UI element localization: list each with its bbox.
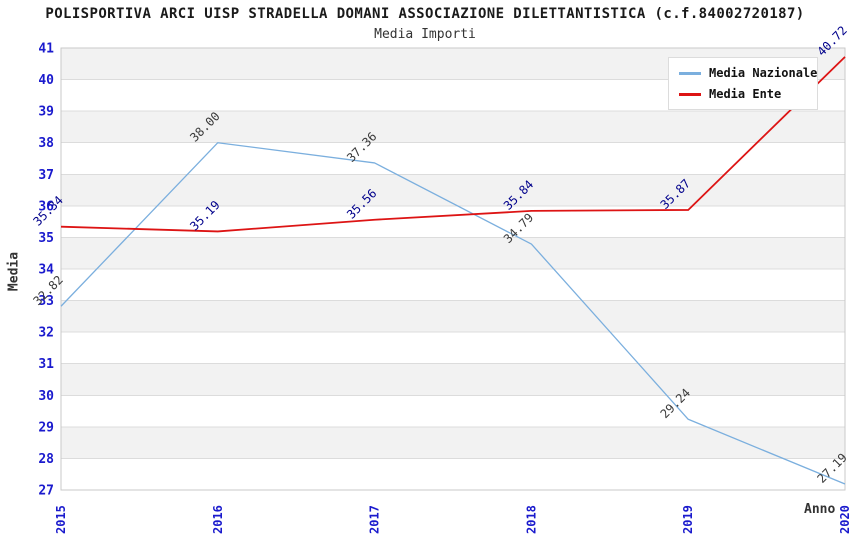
y-tick-label: 39 <box>38 105 54 120</box>
y-tick-label: 31 <box>38 357 54 372</box>
line-swatch-icon <box>679 71 701 75</box>
y-axis-title: Media <box>6 251 22 292</box>
x-axis-title: Anno <box>804 502 836 517</box>
chart-subtitle: Media Importi <box>374 27 476 42</box>
series-line <box>60 56 846 233</box>
y-tick-label: 32 <box>38 326 54 341</box>
x-tick-label: 2018 <box>524 505 538 534</box>
legend-label: Media Nazionale <box>709 66 818 80</box>
plot-border <box>60 47 846 491</box>
legend-label: Media Ente <box>709 87 782 101</box>
y-tick-label: 38 <box>38 136 54 151</box>
y-tick-label: 40 <box>38 73 54 88</box>
grid-band <box>61 111 845 143</box>
grid-band <box>61 237 845 269</box>
x-tick-label: 2017 <box>368 505 382 534</box>
y-tick-label: 30 <box>38 389 54 404</box>
y-tick-label: 37 <box>38 168 54 183</box>
chart-title: POLISPORTIVA ARCI UISP STRADELLA DOMANI … <box>45 6 805 22</box>
x-tick-label: 2015 <box>54 505 68 534</box>
y-tick-label: 28 <box>38 452 54 467</box>
y-tick-label: 34 <box>38 263 54 278</box>
y-tick-label: 29 <box>38 420 54 435</box>
grid-band <box>61 426 845 459</box>
line-swatch-icon <box>679 92 701 96</box>
grid-band <box>61 363 845 396</box>
x-tick-label: 2016 <box>211 505 225 534</box>
y-tick-label: 27 <box>38 484 54 499</box>
legend-item-media-ente: Media Ente <box>679 87 811 101</box>
legend: Media Nazionale Media Ente <box>668 57 818 110</box>
legend-item-media-nazionale: Media Nazionale <box>679 66 817 80</box>
series-line <box>60 142 846 485</box>
y-tick-label: 35 <box>38 231 54 246</box>
x-tick-label: 2020 <box>838 505 850 534</box>
grid-band <box>61 174 845 206</box>
grid-band <box>61 300 845 333</box>
x-tick-label: 2019 <box>681 505 695 534</box>
y-tick-label: 33 <box>38 294 54 309</box>
y-tick-label: 41 <box>38 42 54 57</box>
y-tick-label: 36 <box>38 199 54 214</box>
